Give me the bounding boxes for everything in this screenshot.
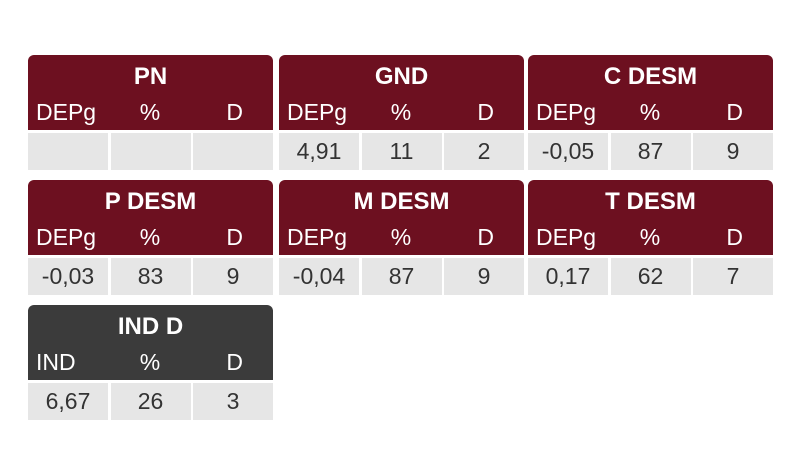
stat-panel: GND DEPg% D 4,91 11 2 [279, 55, 524, 171]
value-cell: 4,91 [279, 133, 359, 170]
panel-title: T DESM [605, 188, 696, 215]
value-cell: 62 [610, 258, 691, 295]
panel-title: P DESM [104, 188, 197, 215]
value-cell: 6,67 [28, 383, 108, 420]
value-cell: 87 [610, 133, 691, 170]
column-header: % [639, 99, 661, 125]
value-cell: 0,17 [528, 258, 608, 295]
column-header: DEPg [36, 99, 97, 125]
column-header: D [477, 99, 494, 125]
stat-panel: IND D IND% D 6,67 26 3 [28, 305, 273, 421]
panel-title: IND D [117, 313, 184, 340]
value-cell: 9 [193, 258, 273, 295]
column-header: IND [36, 349, 76, 375]
column-header: D [226, 99, 243, 125]
panel-header: IND D IND% D [28, 305, 273, 380]
column-header: % [139, 224, 161, 250]
panel-header: T DESM DEPg% D [528, 180, 773, 255]
column-header: % [139, 99, 161, 125]
column-header: D [477, 224, 494, 250]
value-cell: 3 [193, 383, 273, 420]
column-header: % [639, 224, 661, 250]
column-header: % [390, 224, 412, 250]
value-cell [193, 133, 273, 170]
panel-title: GND [374, 63, 429, 90]
value-cell: 83 [110, 258, 191, 295]
panel-header: GND DEPg% D [279, 55, 524, 130]
value-cell: 87 [361, 258, 442, 295]
column-header: DEPg [536, 99, 597, 125]
column-header: % [139, 349, 161, 375]
value-cell [28, 133, 108, 170]
value-cell [110, 133, 191, 170]
value-cell: 11 [361, 133, 442, 170]
stat-panel: PN DEPg% D [28, 55, 273, 171]
column-header: DEPg [287, 224, 348, 250]
value-cell: 9 [693, 133, 773, 170]
panel-title: PN [133, 63, 168, 90]
column-header: D [226, 349, 243, 375]
panel-header: M DESM DEPg% D [279, 180, 524, 255]
panel-title: M DESM [353, 188, 450, 215]
value-cell: -0,03 [28, 258, 108, 295]
panel-header: P DESM DEPg% D [28, 180, 273, 255]
value-cell: 2 [444, 133, 524, 170]
column-header: DEPg [36, 224, 97, 250]
value-cell: -0,05 [528, 133, 608, 170]
stat-panel: M DESM DEPg% D -0,04 87 9 [279, 180, 524, 296]
panel-title: C DESM [603, 63, 698, 90]
column-header: % [390, 99, 412, 125]
stat-panel: P DESM DEPg% D -0,03 83 9 [28, 180, 273, 296]
column-header: D [726, 224, 743, 250]
column-header: DEPg [536, 224, 597, 250]
column-header: D [226, 224, 243, 250]
column-header: DEPg [287, 99, 348, 125]
panel-header: PN DEPg% D [28, 55, 273, 130]
value-cell: 26 [110, 383, 191, 420]
stat-panel: T DESM DEPg% D 0,17 62 7 [528, 180, 773, 296]
value-cell: 9 [444, 258, 524, 295]
value-cell: -0,04 [279, 258, 359, 295]
stat-panel: C DESM DEPg% D -0,05 87 9 [528, 55, 773, 171]
column-header: D [726, 99, 743, 125]
value-cell: 7 [693, 258, 773, 295]
panel-header: C DESM DEPg% D [528, 55, 773, 130]
